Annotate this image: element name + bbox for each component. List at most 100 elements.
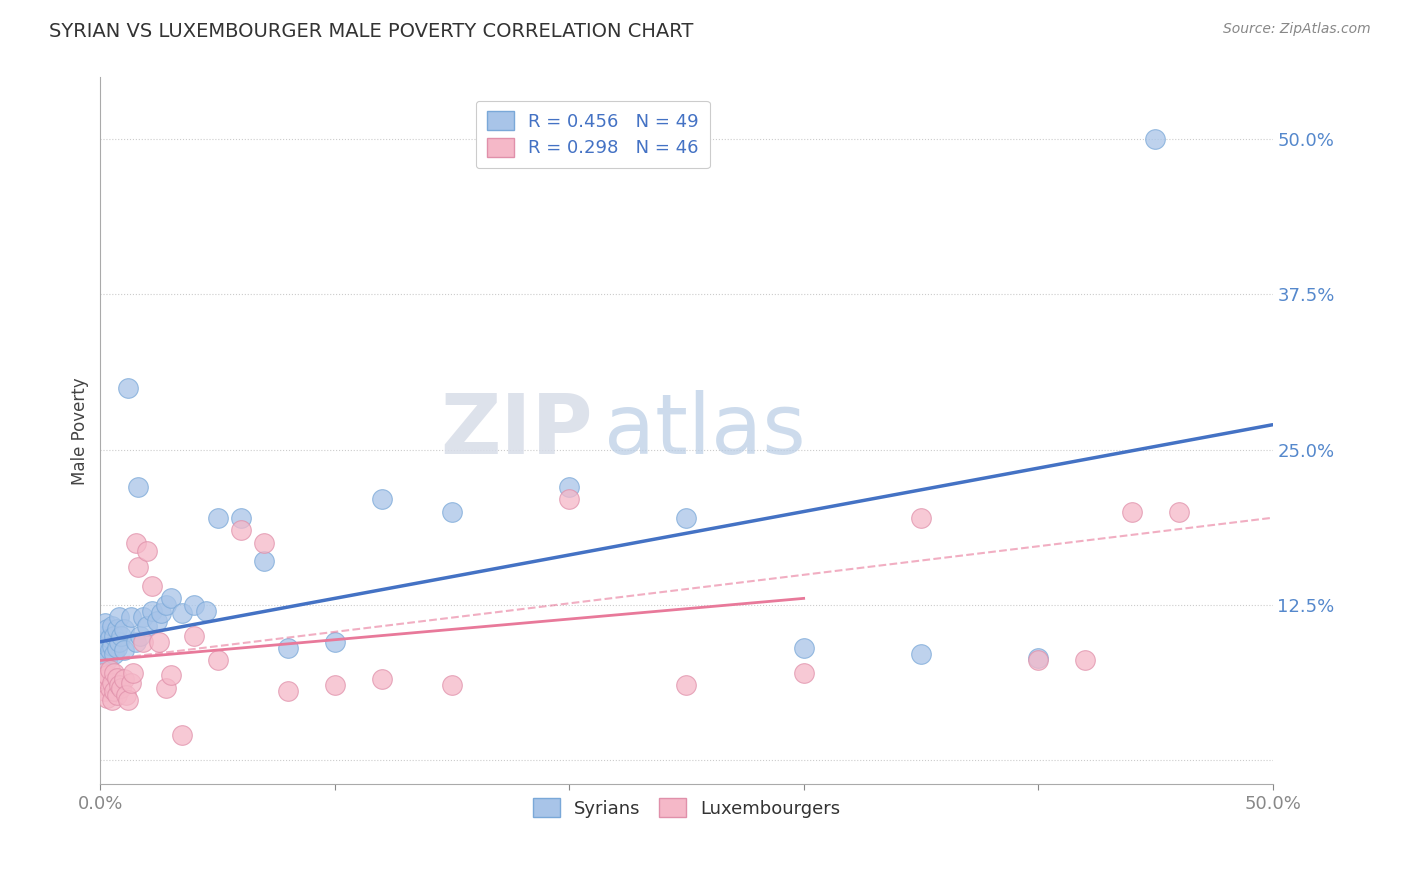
Point <box>124 634 146 648</box>
Point <box>91 629 114 643</box>
Point <box>98 681 121 695</box>
Point <box>112 643 135 657</box>
Point <box>96 653 118 667</box>
Point <box>131 610 153 624</box>
Point <box>558 480 581 494</box>
Point <box>440 678 463 692</box>
Point <box>122 665 145 680</box>
Point <box>108 634 131 648</box>
Point <box>159 668 181 682</box>
Point <box>101 675 124 690</box>
Point <box>1074 653 1097 667</box>
Point <box>253 535 276 549</box>
Point <box>910 647 932 661</box>
Point <box>101 693 124 707</box>
Point <box>277 684 299 698</box>
Legend: Syrians, Luxembourgers: Syrians, Luxembourgers <box>526 791 848 825</box>
Point <box>105 640 128 655</box>
Point <box>172 607 194 621</box>
Point <box>1167 504 1189 518</box>
Point <box>172 728 194 742</box>
Point <box>96 623 118 637</box>
Point <box>159 591 181 606</box>
Point <box>1026 651 1049 665</box>
Point <box>105 671 128 685</box>
Point <box>194 604 217 618</box>
Point <box>910 510 932 524</box>
Point <box>110 629 132 643</box>
Point <box>117 380 139 394</box>
Point <box>207 510 229 524</box>
Point <box>136 618 159 632</box>
Point <box>120 675 142 690</box>
Point <box>148 634 170 648</box>
Point <box>323 634 346 648</box>
Point <box>103 684 125 698</box>
Point <box>136 544 159 558</box>
Point <box>98 663 121 677</box>
Point <box>558 492 581 507</box>
Point <box>96 634 118 648</box>
Point <box>323 678 346 692</box>
Point <box>141 579 163 593</box>
Point <box>440 504 463 518</box>
Point <box>115 688 138 702</box>
Point <box>91 678 114 692</box>
Point <box>155 681 177 695</box>
Point <box>675 678 697 692</box>
Text: SYRIAN VS LUXEMBOURGER MALE POVERTY CORRELATION CHART: SYRIAN VS LUXEMBOURGER MALE POVERTY CORR… <box>49 22 693 41</box>
Point <box>96 690 118 705</box>
Point <box>105 623 128 637</box>
Point <box>370 492 392 507</box>
Point <box>94 634 117 648</box>
Point <box>370 672 392 686</box>
Point <box>127 480 149 494</box>
Point <box>183 598 205 612</box>
Point <box>120 610 142 624</box>
Point <box>101 618 124 632</box>
Text: ZIP: ZIP <box>440 391 593 472</box>
Point <box>103 629 125 643</box>
Point <box>112 623 135 637</box>
Point <box>110 681 132 695</box>
Point <box>145 614 167 628</box>
Point <box>1144 132 1167 146</box>
Point <box>155 598 177 612</box>
Point <box>1026 653 1049 667</box>
Point <box>101 639 124 653</box>
Point <box>105 688 128 702</box>
Point <box>124 535 146 549</box>
Point <box>96 668 118 682</box>
Point <box>94 647 117 661</box>
Point <box>150 607 173 621</box>
Y-axis label: Male Poverty: Male Poverty <box>72 377 89 484</box>
Point <box>103 647 125 661</box>
Point <box>793 640 815 655</box>
Point <box>129 629 152 643</box>
Text: Source: ZipAtlas.com: Source: ZipAtlas.com <box>1223 22 1371 37</box>
Point <box>277 640 299 655</box>
Point <box>117 693 139 707</box>
Point <box>91 640 114 655</box>
Point <box>229 523 252 537</box>
Point <box>675 510 697 524</box>
Point <box>253 554 276 568</box>
Point <box>131 634 153 648</box>
Point <box>183 629 205 643</box>
Point <box>94 672 117 686</box>
Point <box>207 653 229 667</box>
Point <box>1121 504 1143 518</box>
Point <box>793 665 815 680</box>
Point <box>94 616 117 631</box>
Point <box>229 510 252 524</box>
Point <box>91 665 114 680</box>
Point <box>108 610 131 624</box>
Point <box>141 604 163 618</box>
Text: atlas: atlas <box>605 391 806 472</box>
Point <box>98 643 121 657</box>
Point <box>108 678 131 692</box>
Point <box>112 672 135 686</box>
Point <box>127 560 149 574</box>
Point <box>94 684 117 698</box>
Point <box>98 631 121 645</box>
